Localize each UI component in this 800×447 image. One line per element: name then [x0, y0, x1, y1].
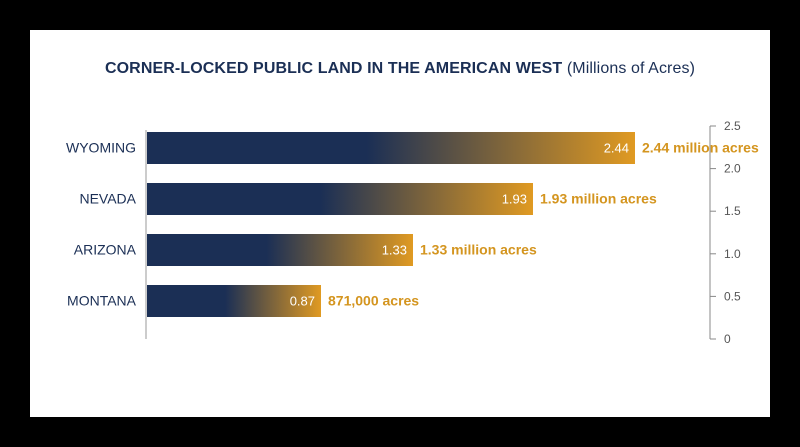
- category-label: NEVADA: [79, 191, 136, 207]
- bar-nevada: [147, 183, 533, 215]
- value-axis-tick-label: 1.0: [724, 247, 741, 261]
- bar-value-label: 1.33: [382, 243, 407, 258]
- value-scale: 0 0.5 1.0 1.5 2.0 2.5: [709, 119, 741, 346]
- bar-arizona: [147, 234, 413, 266]
- value-axis-tick-label: 0: [724, 332, 731, 346]
- category-label: MONTANA: [67, 293, 137, 309]
- value-axis-tick-label: 2.5: [724, 119, 741, 133]
- bar-annotation: 1.33 million acres: [420, 242, 537, 258]
- value-axis-tick-label: 0.5: [724, 289, 741, 303]
- bar-value-label: 2.44: [604, 141, 629, 156]
- bars-layer: WYOMING 2.44 2.44 million acres NEVADA 1.93 1…: [66, 132, 759, 317]
- bar-annotation: 871,000 acres: [328, 293, 419, 309]
- category-label: ARIZONA: [74, 242, 137, 258]
- bar-wyoming: [147, 132, 635, 164]
- chart-subtitle: (Millions of Acres): [566, 60, 696, 77]
- bar-value-label: 0.87: [290, 294, 315, 309]
- chart-title: CORNER-LOCKED PUBLIC LAND IN THE AMERICA…: [30, 60, 770, 78]
- bar-montana: [147, 285, 321, 317]
- chart-title-main: CORNER-LOCKED PUBLIC LAND IN THE AMERICA…: [104, 60, 563, 77]
- value-axis-tick-label: 2.0: [724, 162, 741, 176]
- bar-annotation: 1.93 million acres: [540, 191, 657, 207]
- bar-value-label: 1.93: [502, 192, 527, 207]
- bar-annotation: 2.44 million acres: [642, 140, 759, 156]
- chart-card: CORNER-LOCKED PUBLIC LAND IN THE AMERICA…: [30, 30, 770, 417]
- bar-chart: WYOMING 2.44 2.44 million acres NEVADA 1.93 1…: [66, 119, 759, 346]
- value-axis-tick-label: 1.5: [724, 204, 741, 218]
- category-label: WYOMING: [66, 140, 136, 156]
